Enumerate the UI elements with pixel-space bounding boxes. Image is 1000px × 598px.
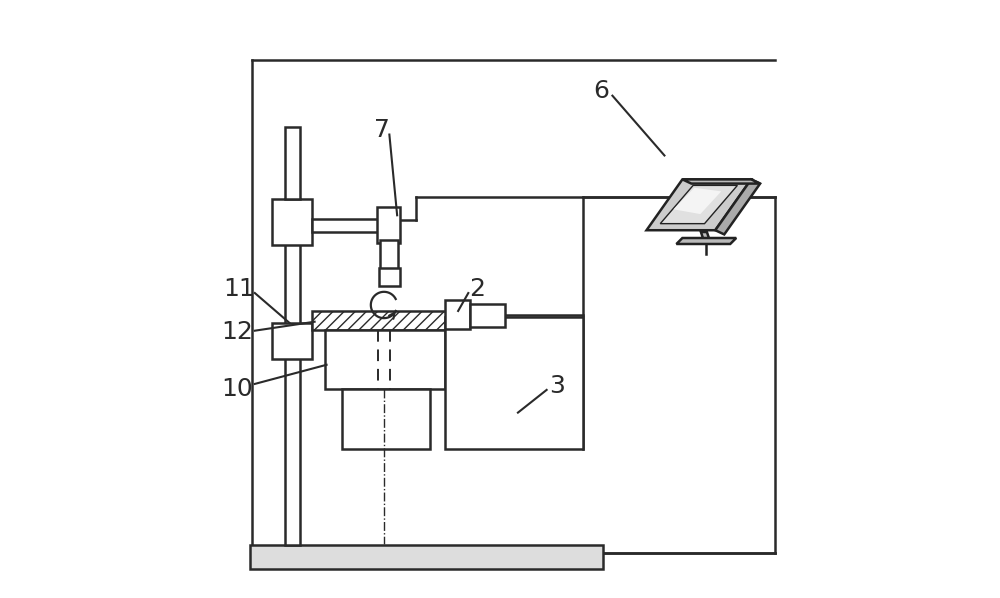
Polygon shape [647,179,751,230]
Text: 12: 12 [221,320,253,344]
Text: 2: 2 [469,277,485,301]
Text: 7: 7 [374,118,390,142]
Text: 6: 6 [594,79,610,103]
Polygon shape [701,232,709,239]
Bar [380,240,398,270]
Text: 10: 10 [221,377,253,401]
Polygon shape [682,179,760,184]
Text: 3: 3 [549,374,565,398]
Bar [379,268,400,286]
Bar [312,219,390,232]
Bar [342,389,430,448]
Bar [445,300,470,329]
Bar [272,199,312,245]
Polygon shape [715,179,760,234]
Bar [285,127,300,199]
Bar [325,330,445,389]
Polygon shape [660,185,737,224]
Bar [272,323,312,359]
Bar [470,304,505,327]
Bar [377,207,400,243]
Text: 11: 11 [223,277,255,301]
Polygon shape [673,188,721,214]
Bar [445,317,583,448]
Bar [312,311,456,330]
Bar [250,545,603,569]
Bar [285,199,300,545]
Polygon shape [676,238,736,244]
